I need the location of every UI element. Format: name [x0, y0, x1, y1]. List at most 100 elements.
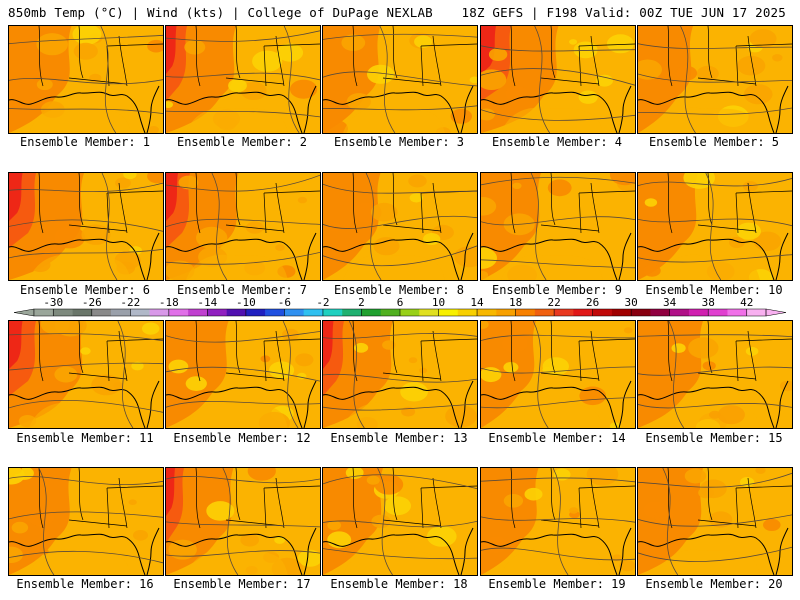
ensemble-member-label: Ensemble Member: 9: [491, 283, 623, 297]
colorbar-tick-label: -26: [82, 296, 102, 309]
temperature-colorbar: -30 -26 -22 -18 -14 -10 -6 -2 2 6 10 14 18 22 26 30 34 38…: [0, 296, 800, 322]
ensemble-member-label: Ensemble Member: 7: [176, 283, 308, 297]
colorbar-swatch: [226, 309, 247, 316]
ensemble-member-label: Ensemble Member: 13: [330, 431, 468, 445]
colorbar-swatch: [322, 309, 343, 316]
colorbar-swatch: [688, 309, 709, 316]
colorbar-swatch: [400, 309, 420, 316]
colorbar-swatch: [53, 309, 73, 316]
colorbar-swatch: [457, 309, 478, 316]
colorbar-tick-label: -6: [278, 296, 291, 309]
model-run-info: 18Z GEFS | F198 Valid: 00Z TUE JUN 17 20…: [461, 5, 786, 20]
ensemble-member-label: Ensemble Member: 18: [330, 577, 468, 591]
colorbar-swatch: [130, 309, 150, 316]
ensemble-member-map: [8, 25, 164, 134]
colorbar-tick-label: 10: [432, 296, 445, 309]
colorbar-swatch: [534, 309, 555, 316]
ensemble-member-label: Ensemble Member: 1: [19, 135, 151, 149]
colorbar-tick-label: 14: [470, 296, 484, 309]
colorbar-tick-label: 30: [625, 296, 638, 309]
colorbar-swatch: [746, 309, 767, 316]
colorbar-swatch: [631, 309, 651, 316]
colorbar-tick-label: 2: [358, 296, 365, 309]
map-title: 850mb Temp (°C) | Wind (kts) | College o…: [8, 5, 433, 20]
colorbar-swatch: [727, 309, 748, 316]
ensemble-member-map: [637, 172, 793, 281]
colorbar-tick-label: 18: [509, 296, 522, 309]
colorbar-high-arrow: [765, 308, 787, 317]
ensemble-member-label: Ensemble Member: 20: [645, 577, 783, 591]
colorbar-tick-label: 42: [740, 296, 753, 309]
colorbar-tick-label: 34: [663, 296, 677, 309]
ensemble-member-map: [480, 25, 636, 134]
colorbar-swatch: [168, 309, 189, 316]
colorbar-swatch: [708, 309, 728, 316]
colorbar-tick-label: -14: [197, 296, 217, 309]
colorbar-swatch: [265, 309, 285, 316]
colorbar-swatch: [515, 309, 536, 316]
ensemble-member-map: [165, 172, 321, 281]
ensemble-member-map: [637, 25, 793, 134]
colorbar-swatch: [477, 309, 497, 316]
colorbar-swatch: [592, 309, 613, 316]
colorbar-tick-label: -30: [43, 296, 63, 309]
ensemble-member-label: Ensemble Member: 16: [16, 577, 154, 591]
colorbar-swatch: [207, 309, 227, 316]
ensemble-member-map: [8, 320, 164, 429]
ensemble-member-label: Ensemble Member: 10: [645, 283, 783, 297]
ensemble-member-label: Ensemble Member: 6: [19, 283, 151, 297]
ensemble-member-map: [165, 320, 321, 429]
colorbar-swatch: [245, 309, 266, 316]
colorbar-swatch: [419, 309, 439, 316]
colorbar-swatch: [342, 309, 362, 316]
colorbar-swatch: [669, 309, 690, 316]
ensemble-member-map: [8, 467, 164, 576]
colorbar-swatch: [554, 309, 574, 316]
ensemble-member-label: Ensemble Member: 14: [488, 431, 626, 445]
colorbar-swatch: [438, 309, 459, 316]
colorbar-tick-label: 6: [397, 296, 404, 309]
colorbar-swatch: [188, 309, 208, 316]
colorbar-tick-label: -18: [159, 296, 179, 309]
ensemble-member-map: [322, 467, 478, 576]
colorbar-tick-label: 22: [547, 296, 560, 309]
ensemble-member-label: Ensemble Member: 3: [333, 135, 465, 149]
colorbar-swatch: [72, 309, 93, 316]
ensemble-member-label: Ensemble Member: 17: [173, 577, 311, 591]
ensemble-member-label: Ensemble Member: 15: [645, 431, 783, 445]
colorbar-tick-label: -10: [236, 296, 256, 309]
ensemble-member-map: [165, 467, 321, 576]
ensemble-member-map: [637, 467, 793, 576]
ensemble-member-label: Ensemble Member: 11: [16, 431, 154, 445]
ensemble-member-map: [8, 172, 164, 281]
colorbar-tick-label: -2: [316, 296, 329, 309]
colorbar-swatch: [34, 309, 54, 316]
ensemble-member-map: [165, 25, 321, 134]
colorbar-low-arrow: [13, 308, 35, 317]
colorbar-swatch: [496, 309, 516, 316]
ensemble-member-label: Ensemble Member: 8: [333, 283, 465, 297]
colorbar-swatch: [380, 309, 401, 316]
ensemble-member-label: Ensemble Member: 19: [488, 577, 626, 591]
ensemble-member-label: Ensemble Member: 4: [491, 135, 623, 149]
ensemble-member-map: [637, 320, 793, 429]
ensemble-member-map: [480, 467, 636, 576]
colorbar-swatch: [91, 309, 112, 316]
colorbar-swatch: [573, 309, 593, 316]
ensemble-member-map: [322, 320, 478, 429]
colorbar-swatch: [361, 309, 382, 316]
colorbar-swatch: [650, 309, 670, 316]
ensemble-member-label: Ensemble Member: 5: [648, 135, 780, 149]
colorbar-tick-label: -22: [120, 296, 140, 309]
colorbar-swatch: [303, 309, 324, 316]
colorbar-swatch: [149, 309, 170, 316]
colorbar-swatch: [284, 309, 304, 316]
ensemble-member-label: Ensemble Member: 2: [176, 135, 308, 149]
ensemble-member-label: Ensemble Member: 12: [173, 431, 311, 445]
ensemble-member-map: [322, 25, 478, 134]
ensemble-member-map: [322, 172, 478, 281]
colorbar-swatch: [111, 309, 131, 316]
colorbar-tick-label: 38: [702, 296, 715, 309]
colorbar-tick-label: 26: [586, 296, 599, 309]
ensemble-member-map: [480, 172, 636, 281]
